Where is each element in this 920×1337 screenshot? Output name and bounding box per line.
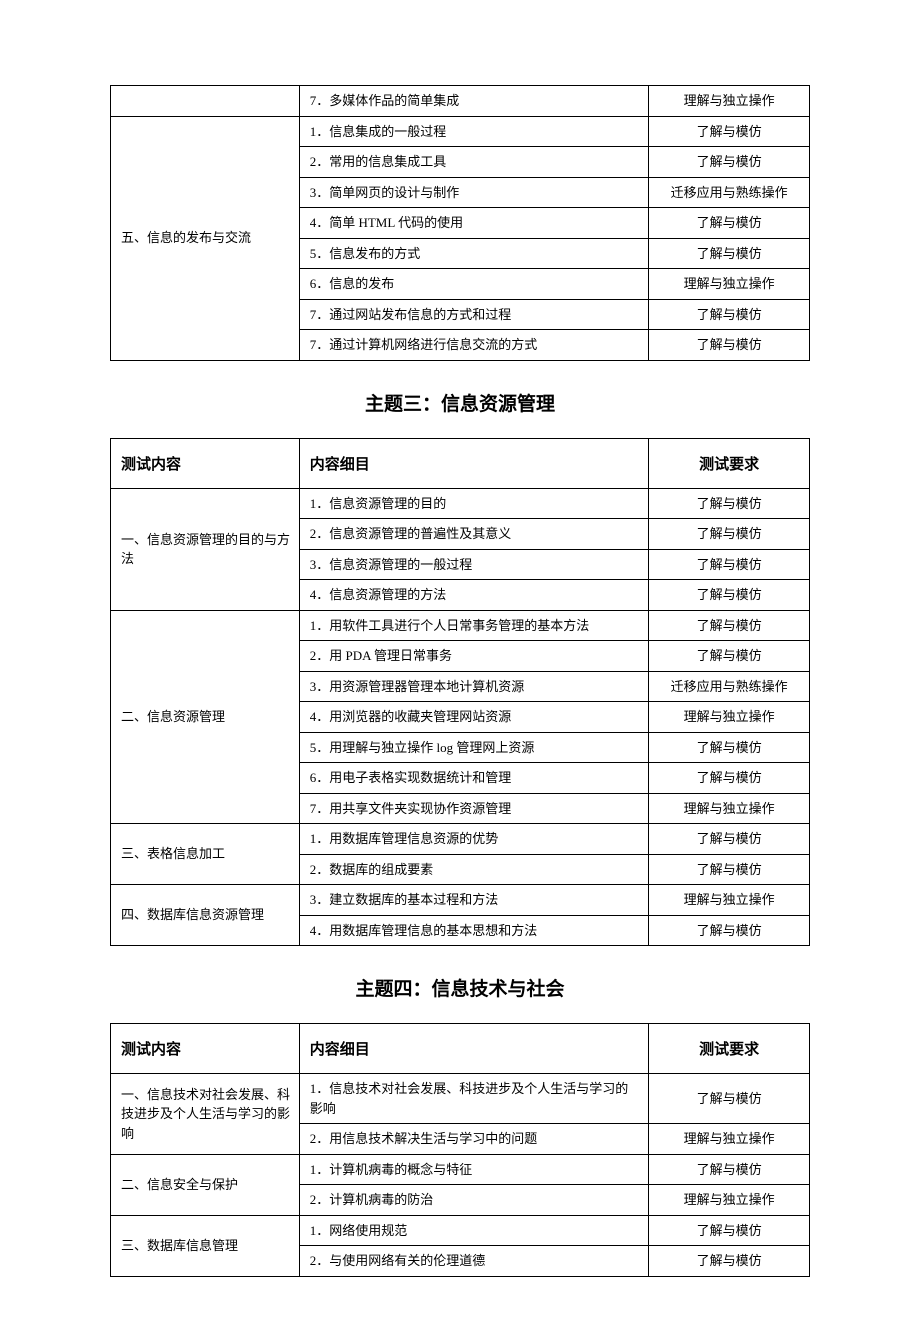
cell-test-requirement: 了解与模仿: [649, 580, 810, 611]
cell-test-requirement: 理解与独立操作: [649, 885, 810, 916]
table3-header-2: 内容细目: [299, 1024, 649, 1074]
section-3-title: 主题三：信息资源管理: [110, 389, 810, 416]
cell-test-content: 二、信息资源管理: [111, 610, 300, 824]
table3-head: 测试内容 内容细目 测试要求: [111, 1024, 810, 1074]
cell-test-requirement: 理解与独立操作: [649, 86, 810, 117]
cell-test-requirement: 了解与模仿: [649, 238, 810, 269]
cell-content-detail: 1．用软件工具进行个人日常事务管理的基本方法: [299, 610, 649, 641]
cell-content-detail: 3．信息资源管理的一般过程: [299, 549, 649, 580]
cell-test-requirement: 理解与独立操作: [649, 702, 810, 733]
cell-test-requirement: 了解与模仿: [649, 763, 810, 794]
cell-test-requirement: 了解与模仿: [649, 732, 810, 763]
cell-test-content: 三、表格信息加工: [111, 824, 300, 885]
cell-content-detail: 1．信息集成的一般过程: [299, 116, 649, 147]
cell-test-content: 二、信息安全与保护: [111, 1154, 300, 1215]
cell-test-requirement: 了解与模仿: [649, 1246, 810, 1277]
cell-test-requirement: 理解与独立操作: [649, 1185, 810, 1216]
cell-test-content: [111, 86, 300, 117]
table-section-3: 测试内容 内容细目 测试要求 一、信息资源管理的目的与方法1．信息资源管理的目的…: [110, 438, 810, 947]
table-row: 一、信息技术对社会发展、科技进步及个人生活与学习的影响1．信息技术对社会发展、科…: [111, 1074, 810, 1124]
cell-test-requirement: 了解与模仿: [649, 330, 810, 361]
cell-test-requirement: 了解与模仿: [649, 1074, 810, 1124]
cell-content-detail: 2．计算机病毒的防治: [299, 1185, 649, 1216]
cell-content-detail: 6．信息的发布: [299, 269, 649, 300]
table-section-4: 测试内容 内容细目 测试要求 一、信息技术对社会发展、科技进步及个人生活与学习的…: [110, 1023, 810, 1277]
cell-test-requirement: 理解与独立操作: [649, 269, 810, 300]
cell-content-detail: 3．用资源管理器管理本地计算机资源: [299, 671, 649, 702]
cell-test-content: 五、信息的发布与交流: [111, 116, 300, 360]
table-section-5: 7．多媒体作品的简单集成理解与独立操作五、信息的发布与交流1．信息集成的一般过程…: [110, 85, 810, 361]
cell-content-detail: 7．通过计算机网络进行信息交流的方式: [299, 330, 649, 361]
cell-content-detail: 2．信息资源管理的普遍性及其意义: [299, 519, 649, 550]
cell-content-detail: 2．用信息技术解决生活与学习中的问题: [299, 1124, 649, 1155]
cell-content-detail: 2．常用的信息集成工具: [299, 147, 649, 178]
cell-content-detail: 4．信息资源管理的方法: [299, 580, 649, 611]
cell-test-requirement: 了解与模仿: [649, 208, 810, 239]
cell-test-requirement: 了解与模仿: [649, 1215, 810, 1246]
table-row: 五、信息的发布与交流1．信息集成的一般过程了解与模仿: [111, 116, 810, 147]
cell-test-requirement: 了解与模仿: [649, 641, 810, 672]
table2-header-2: 内容细目: [299, 438, 649, 488]
table1-body: 7．多媒体作品的简单集成理解与独立操作五、信息的发布与交流1．信息集成的一般过程…: [111, 86, 810, 361]
cell-test-content: 一、信息技术对社会发展、科技进步及个人生活与学习的影响: [111, 1074, 300, 1155]
cell-content-detail: 3．简单网页的设计与制作: [299, 177, 649, 208]
cell-content-detail: 5．用理解与独立操作 log 管理网上资源: [299, 732, 649, 763]
table2-header-3: 测试要求: [649, 438, 810, 488]
cell-content-detail: 4．用数据库管理信息的基本思想和方法: [299, 915, 649, 946]
cell-test-requirement: 了解与模仿: [649, 488, 810, 519]
cell-test-requirement: 了解与模仿: [649, 519, 810, 550]
table-row: 二、信息安全与保护1．计算机病毒的概念与特征了解与模仿: [111, 1154, 810, 1185]
cell-test-requirement: 了解与模仿: [649, 1154, 810, 1185]
cell-content-detail: 5．信息发布的方式: [299, 238, 649, 269]
cell-test-requirement: 了解与模仿: [649, 854, 810, 885]
cell-test-requirement: 了解与模仿: [649, 299, 810, 330]
cell-test-requirement: 理解与独立操作: [649, 793, 810, 824]
table2-header-1: 测试内容: [111, 438, 300, 488]
cell-content-detail: 2．用 PDA 管理日常事务: [299, 641, 649, 672]
cell-test-requirement: 理解与独立操作: [649, 1124, 810, 1155]
cell-test-requirement: 了解与模仿: [649, 824, 810, 855]
table-row: 二、信息资源管理1．用软件工具进行个人日常事务管理的基本方法了解与模仿: [111, 610, 810, 641]
cell-content-detail: 4．简单 HTML 代码的使用: [299, 208, 649, 239]
cell-test-content: 三、数据库信息管理: [111, 1215, 300, 1276]
table-row: 三、表格信息加工1．用数据库管理信息资源的优势了解与模仿: [111, 824, 810, 855]
cell-content-detail: 6．用电子表格实现数据统计和管理: [299, 763, 649, 794]
cell-test-requirement: 了解与模仿: [649, 610, 810, 641]
cell-content-detail: 7．多媒体作品的简单集成: [299, 86, 649, 117]
cell-test-requirement: 了解与模仿: [649, 549, 810, 580]
table2-body: 一、信息资源管理的目的与方法1．信息资源管理的目的了解与模仿2．信息资源管理的普…: [111, 488, 810, 946]
table2-head: 测试内容 内容细目 测试要求: [111, 438, 810, 488]
cell-test-requirement: 了解与模仿: [649, 915, 810, 946]
cell-test-content: 四、数据库信息资源管理: [111, 885, 300, 946]
cell-test-requirement: 了解与模仿: [649, 147, 810, 178]
cell-content-detail: 1．用数据库管理信息资源的优势: [299, 824, 649, 855]
cell-content-detail: 1．网络使用规范: [299, 1215, 649, 1246]
table-row: 四、数据库信息资源管理3．建立数据库的基本过程和方法理解与独立操作: [111, 885, 810, 916]
section-4-title: 主题四：信息技术与社会: [110, 974, 810, 1001]
cell-content-detail: 1．信息资源管理的目的: [299, 488, 649, 519]
cell-test-requirement: 迁移应用与熟练操作: [649, 671, 810, 702]
cell-test-requirement: 了解与模仿: [649, 116, 810, 147]
cell-content-detail: 7．用共享文件夹实现协作资源管理: [299, 793, 649, 824]
cell-test-requirement: 迁移应用与熟练操作: [649, 177, 810, 208]
table3-header-3: 测试要求: [649, 1024, 810, 1074]
table-row: 三、数据库信息管理1．网络使用规范了解与模仿: [111, 1215, 810, 1246]
cell-content-detail: 2．与使用网络有关的伦理道德: [299, 1246, 649, 1277]
table3-body: 一、信息技术对社会发展、科技进步及个人生活与学习的影响1．信息技术对社会发展、科…: [111, 1074, 810, 1277]
cell-content-detail: 7．通过网站发布信息的方式和过程: [299, 299, 649, 330]
table-row: 一、信息资源管理的目的与方法1．信息资源管理的目的了解与模仿: [111, 488, 810, 519]
cell-content-detail: 3．建立数据库的基本过程和方法: [299, 885, 649, 916]
cell-content-detail: 4．用浏览器的收藏夹管理网站资源: [299, 702, 649, 733]
table3-header-1: 测试内容: [111, 1024, 300, 1074]
cell-content-detail: 1．计算机病毒的概念与特征: [299, 1154, 649, 1185]
cell-content-detail: 2．数据库的组成要素: [299, 854, 649, 885]
table-row: 7．多媒体作品的简单集成理解与独立操作: [111, 86, 810, 117]
cell-content-detail: 1．信息技术对社会发展、科技进步及个人生活与学习的影响: [299, 1074, 649, 1124]
cell-test-content: 一、信息资源管理的目的与方法: [111, 488, 300, 610]
